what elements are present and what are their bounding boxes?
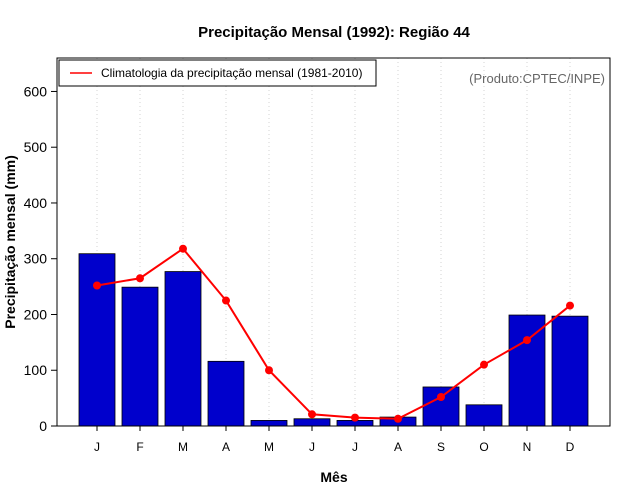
legend-box: [58, 59, 377, 87]
y-tick-label: 0: [39, 418, 47, 434]
x-tick-label: A: [394, 440, 402, 454]
x-tick-label: S: [437, 440, 445, 454]
climatology-point-4: [222, 296, 230, 305]
x-tick-label: J: [352, 440, 358, 454]
x-tick-label: D: [566, 440, 575, 454]
climatology-point-2: [136, 274, 144, 283]
y-axis-label: Precipitação mensal (mm): [2, 155, 18, 329]
bar-6: [293, 418, 331, 427]
plot-frame: [56, 57, 611, 427]
climatology-point-7: [351, 413, 359, 422]
climatology-point-1: [93, 281, 101, 290]
legend-entry-climatology: Climatologia da precipitação mensal (198…: [101, 66, 362, 80]
x-tick-label: M: [264, 440, 274, 454]
bar-2: [121, 286, 159, 427]
y-axis: 0 100 200 300 400 500 600: [24, 83, 57, 434]
climatology-line-group: [93, 244, 574, 423]
climatology-line: [96, 247, 571, 420]
x-tick-label: J: [309, 440, 315, 454]
climatology-point-11: [523, 336, 531, 345]
x-tick-label: F: [136, 440, 143, 454]
bar-9: [422, 386, 460, 427]
climatology-point-3: [179, 244, 187, 253]
y-tick-label: 500: [24, 139, 48, 155]
climatology-point-8: [394, 414, 402, 423]
climatology-point-6: [308, 410, 316, 419]
bar-4: [207, 360, 245, 427]
y-tick-label: 300: [24, 251, 48, 267]
x-tick-label: O: [479, 440, 488, 454]
bar-12: [551, 315, 589, 427]
bar-11: [508, 314, 546, 427]
bar-3: [164, 271, 202, 427]
chart-title: Precipitação Mensal (1992): Região 44: [198, 24, 470, 41]
y-tick-label: 200: [24, 306, 48, 322]
y-tick-label: 400: [24, 195, 48, 211]
bars: [78, 253, 589, 427]
x-tick-label: J: [94, 440, 100, 454]
grid: [96, 58, 571, 426]
x-axis-label: Mês: [320, 469, 347, 485]
climatology-point-12: [566, 301, 574, 310]
climatology-point-5: [265, 366, 273, 375]
climatology-point-9: [437, 393, 445, 402]
source-note: (Produto:CPTEC/INPE): [469, 71, 605, 86]
x-tick-label: A: [222, 440, 230, 454]
bar-1: [78, 253, 116, 427]
x-tick-label: M: [178, 440, 188, 454]
bar-10: [465, 404, 503, 427]
x-tick-label: N: [523, 440, 532, 454]
y-tick-label: 600: [24, 83, 48, 99]
legend: Climatologia da precipitação mensal (198…: [58, 59, 377, 87]
climatology-point-10: [480, 360, 488, 369]
bar-5: [250, 420, 288, 427]
y-tick-label: 100: [24, 362, 48, 378]
